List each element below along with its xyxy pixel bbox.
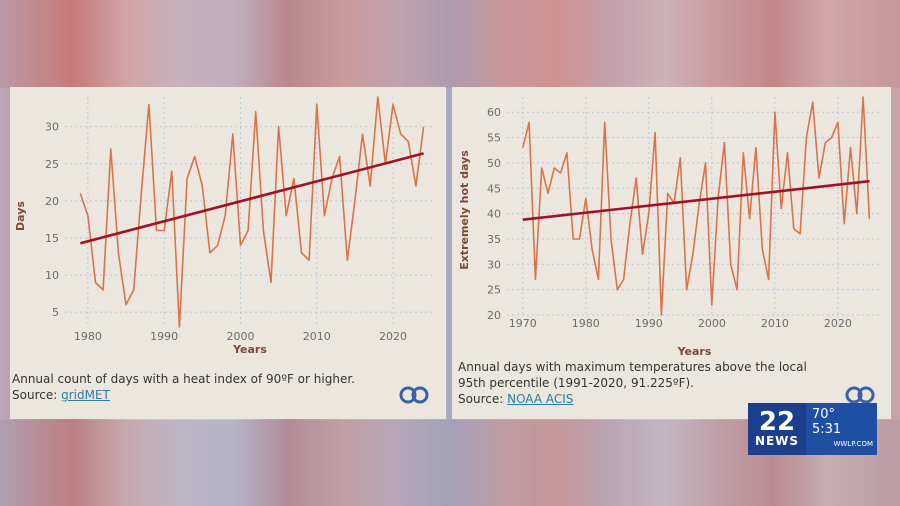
x-axis-label: Years <box>232 343 267 356</box>
x-tick-label: 2000 <box>226 330 254 343</box>
channel-number: 22 <box>758 407 796 437</box>
data-series-line <box>79 96 425 328</box>
caption-text: Annual count of days with a heat index o… <box>12 372 355 386</box>
x-tick-label: 1980 <box>74 330 102 343</box>
temperature: 70° <box>812 407 836 422</box>
y-tick-label: 45 <box>487 182 501 195</box>
source-link-gridmet[interactable]: gridMET <box>61 388 110 402</box>
source-link-noaa-acis[interactable]: NOAA ACIS <box>507 392 574 406</box>
x-tick-label: 2020 <box>824 317 852 330</box>
y-tick-label: 20 <box>45 195 59 208</box>
heat-index-chart: 1980 1990 2000 2010 2020 5 10 15 20 25 30 Years Days <box>14 96 435 356</box>
x-tick-label: 1980 <box>572 317 600 330</box>
y-tick-label: 15 <box>45 232 59 245</box>
heat-index-chart-panel: 1980 1990 2000 2010 2020 5 10 15 20 25 30 Years Days… <box>10 87 446 419</box>
y-tick-label: 30 <box>45 121 59 134</box>
y-tick-label: 30 <box>487 258 501 271</box>
data-series-line <box>522 96 871 316</box>
x-tick-label: 2010 <box>303 330 331 343</box>
y-tick-label: 25 <box>45 158 59 171</box>
extreme-heat-chart: 1970 1980 1990 2000 2010 20202025303540455055… <box>458 96 882 357</box>
source-line: Source: NOAA ACIS <box>458 391 828 407</box>
weather-time-box: 70° 5:31 WWLP.COM <box>806 403 877 455</box>
station-url: WWLP.COM <box>833 440 873 448</box>
y-tick-label: 40 <box>487 208 501 221</box>
clock-time: 5:31 <box>812 422 842 437</box>
y-tick-label: 25 <box>487 284 501 297</box>
climate-logo-icon <box>399 386 429 404</box>
channel-word: NEWS <box>754 434 800 448</box>
station-logo: 22 NEWS <box>748 403 806 455</box>
source-label: Source: <box>458 392 504 406</box>
caption-text: Annual days with maximum temperatures ab… <box>458 360 807 390</box>
y-tick-label: 55 <box>487 132 501 145</box>
x-tick-label: 1970 <box>509 317 537 330</box>
y-axis-label: Extremely hot days <box>458 150 471 270</box>
extreme-heat-caption: Annual days with maximum temperatures ab… <box>458 359 828 407</box>
background-band-top <box>0 0 900 88</box>
y-tick-label: 60 <box>487 106 501 119</box>
x-tick-label: 2010 <box>761 317 789 330</box>
trend-line <box>79 152 424 245</box>
y-tick-label: 35 <box>487 233 501 246</box>
y-tick-label: 5 <box>52 306 59 319</box>
news-station-bug: 22 NEWS 70° 5:31 WWLP.COM <box>748 403 877 455</box>
x-axis-label: Years <box>677 345 712 357</box>
trend-line <box>522 179 870 221</box>
x-tick-label: 1990 <box>635 317 663 330</box>
x-tick-label: 2000 <box>698 317 726 330</box>
source-line: Source: gridMET <box>12 387 432 403</box>
extreme-heat-chart-panel: 1970 1980 1990 2000 2010 2020 20 25 30 35 40 45 50 55… <box>452 87 891 419</box>
y-axis-label: Days <box>14 201 27 231</box>
climate-logo-icon <box>845 386 875 404</box>
x-tick-label: 2020 <box>379 330 407 343</box>
y-tick-label: 10 <box>45 269 59 282</box>
y-tick-label: 20 <box>487 309 501 322</box>
y-tick-label: 50 <box>487 157 501 170</box>
source-label: Source: <box>12 388 58 402</box>
heat-index-caption: Annual count of days with a heat index o… <box>12 371 432 403</box>
x-tick-label: 1990 <box>150 330 178 343</box>
